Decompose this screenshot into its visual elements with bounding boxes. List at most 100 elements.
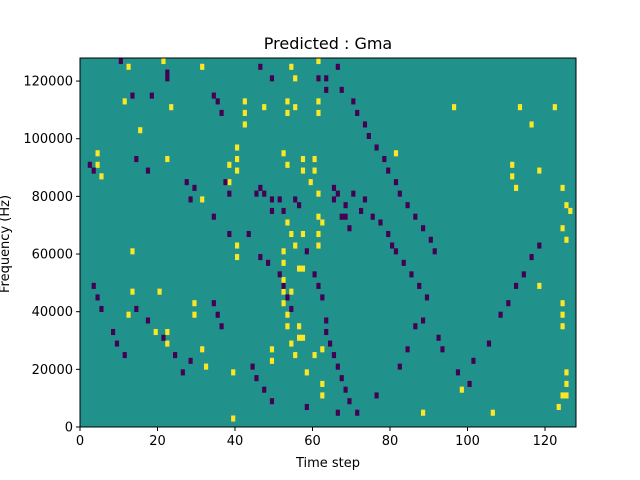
heatmap-cell-low — [211, 213, 216, 220]
heatmap-cell-low — [355, 409, 360, 416]
heatmap-cell-low — [529, 254, 534, 261]
heatmap-cell-high — [95, 150, 100, 157]
heatmap-cell-high — [490, 409, 495, 416]
heatmap-cell-low — [362, 121, 368, 128]
heatmap-cell-high — [262, 104, 267, 111]
heatmap-cell-low — [91, 282, 96, 289]
heatmap-cell-high — [165, 156, 170, 163]
heatmap-cell-high — [285, 219, 290, 226]
heatmap-cell-low — [328, 340, 333, 347]
heatmap-cell-high — [560, 300, 565, 307]
heatmap-cell-low — [486, 340, 492, 347]
heatmap-cell-high — [281, 288, 286, 295]
heatmap-cell-low — [343, 386, 348, 393]
heatmap-cell-low — [91, 167, 96, 174]
heatmap-cell-high — [300, 334, 306, 341]
heatmap-cell-high — [293, 242, 298, 249]
heatmap-cell-high — [300, 265, 306, 272]
heatmap-cell-low — [87, 161, 92, 168]
heatmap-cell-low — [293, 196, 298, 203]
heatmap-cell-low — [343, 202, 348, 209]
heatmap-cell-high — [316, 230, 321, 238]
heatmap-cell-low — [145, 167, 151, 174]
heatmap-cell-low — [269, 207, 275, 214]
heatmap-cell-low — [297, 202, 302, 209]
heatmap-cell-high — [564, 236, 569, 243]
heatmap-cell-high — [235, 254, 240, 261]
heatmap-cell-high — [231, 369, 236, 376]
heatmap-cell-high — [157, 288, 162, 295]
heatmap-cell-low — [161, 334, 166, 341]
y-tick-label: 20000 — [32, 363, 73, 378]
heatmap-cell-low — [335, 190, 340, 197]
heatmap-cell-low — [393, 248, 399, 255]
chart-title: Predicted : Gma — [264, 34, 392, 53]
heatmap-cell-high — [281, 259, 286, 266]
heatmap-cell-low — [386, 167, 391, 174]
heatmap-cell-high — [192, 300, 197, 307]
heatmap-cell-high — [95, 161, 100, 168]
heatmap-cell-low — [405, 202, 410, 209]
heatmap-cell-high — [165, 328, 170, 336]
heatmap-cell-low — [258, 254, 263, 261]
heatmap-cell-low — [347, 225, 352, 232]
heatmap-cell-low — [227, 190, 232, 197]
y-tick-label: 120000 — [23, 75, 73, 90]
heatmap-cell-low — [277, 271, 282, 278]
heatmap-cell-low — [351, 98, 356, 105]
heatmap-cell-low — [351, 190, 356, 197]
heatmap-cell-high — [320, 392, 325, 399]
heatmap-cell-low — [390, 242, 395, 249]
heatmap-cell-high — [552, 104, 557, 111]
x-tick-label: 100 — [455, 434, 480, 449]
heatmap-cell-high — [285, 311, 290, 318]
heatmap-cell-low — [266, 259, 271, 266]
heatmap-cell-high — [130, 288, 135, 295]
y-tick-label: 40000 — [32, 305, 73, 320]
heatmap-cell-low — [262, 386, 267, 393]
heatmap-cell-high — [316, 190, 321, 197]
heatmap-cell-high — [161, 58, 166, 65]
heatmap-cell-low — [339, 375, 344, 382]
heatmap-cell-high — [126, 311, 131, 318]
heatmap-cell-low — [289, 305, 294, 312]
heatmap-cell-low — [409, 271, 414, 278]
heatmap-cell-low — [277, 196, 282, 203]
heatmap-cell-high — [304, 369, 309, 376]
heatmap-cell-low — [211, 92, 216, 99]
heatmap-cell-high — [300, 156, 306, 163]
x-tick-label: 60 — [304, 434, 321, 449]
x-axis-title: Time step — [295, 456, 360, 471]
x-tick-label: 0 — [76, 434, 84, 449]
heatmap-cell-low — [393, 179, 399, 186]
heatmap-cell-high — [320, 219, 325, 226]
heatmap-cell-high — [130, 248, 135, 255]
heatmap-cell-low — [374, 392, 379, 399]
heatmap-cell-low — [324, 317, 329, 324]
heatmap-cell-low — [421, 317, 426, 324]
heatmap-cell-high — [138, 127, 143, 134]
plot-area — [79, 57, 577, 428]
heatmap-cell-high — [316, 58, 321, 65]
heatmap-cells — [87, 58, 573, 422]
heatmap-cell-low — [304, 248, 309, 255]
heatmap-cell-high — [227, 161, 232, 168]
heatmap-cell-low — [428, 236, 433, 243]
heatmap-cell-low — [374, 144, 379, 151]
heatmap-cell-high — [560, 184, 565, 191]
heatmap-cell-high — [285, 109, 290, 116]
heatmap-cell-low — [145, 317, 151, 324]
heatmap-cell-high — [192, 311, 197, 318]
x-tick-label: 40 — [227, 434, 244, 449]
heatmap-cell-low — [269, 196, 275, 203]
heatmap-cell-low — [366, 132, 371, 140]
heatmap-cell-high — [165, 340, 170, 347]
heatmap-cell-high — [99, 173, 104, 180]
heatmap-cell-low — [324, 328, 329, 336]
heatmap-cell-high — [285, 161, 290, 168]
heatmap-cell-low — [188, 196, 193, 203]
heatmap-cell-low — [432, 248, 437, 255]
y-tick-label: 0 — [65, 421, 73, 436]
heatmap-cell-low — [95, 294, 100, 301]
heatmap-cell-low — [405, 346, 410, 353]
